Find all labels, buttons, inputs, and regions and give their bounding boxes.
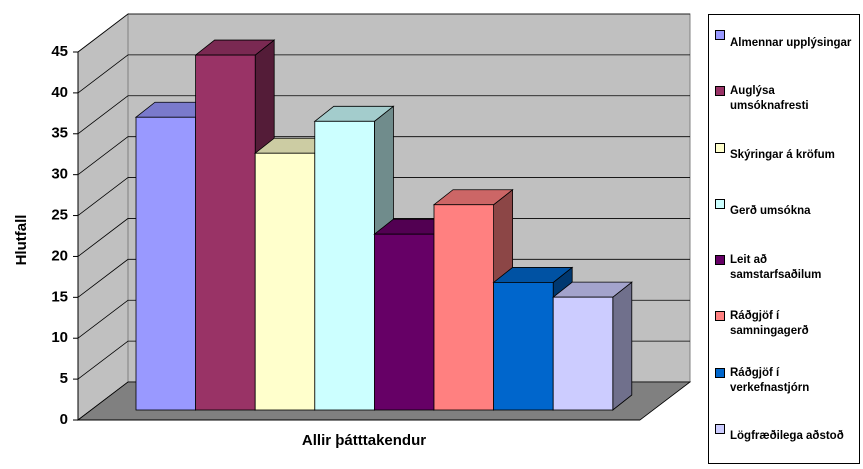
legend-item: Gerð umsókna <box>715 196 855 228</box>
legend-label: Skýringar á kröfum <box>730 149 835 162</box>
chart: Hlutfall Allir þátttakendur 0 5 10 15 20 25 30… <box>13 12 692 449</box>
legend-swatch <box>715 86 725 97</box>
bar <box>135 116 196 411</box>
y-tick-label: 25 <box>51 207 68 224</box>
grid-line <box>77 136 690 175</box>
legend-label: Almennar upplýsingar <box>730 36 852 49</box>
bar <box>254 152 316 411</box>
y-tick-label: 0 <box>60 411 68 428</box>
y-tick-label: 15 <box>51 288 68 305</box>
legend-item: Auglýsa umsóknafresti <box>715 83 855 115</box>
legend-label: Ráðgjöf í verkefnastjórn <box>730 366 810 394</box>
legend-swatch <box>715 198 725 209</box>
legend-item: Ráðgjöf í verkefnastjórn <box>715 365 855 397</box>
y-tick-label: 20 <box>51 247 68 264</box>
legend-swatch <box>715 423 725 434</box>
bar <box>373 233 435 411</box>
x-tick-label: Allir þátttakendur <box>302 432 426 449</box>
legend-label: Leit að samstarfsaðilum <box>730 254 822 282</box>
legend-item: Almennar upplýsingar <box>715 27 855 59</box>
bar-side <box>612 281 633 411</box>
grid-line <box>77 95 690 135</box>
legend-swatch <box>715 30 725 41</box>
legend-item: Lögfræðilega aðstoð <box>715 421 855 453</box>
legend-label: Auglýsa umsóknafresti <box>730 85 809 113</box>
bar <box>493 282 554 411</box>
y-tick-label: 5 <box>60 370 68 387</box>
legend-swatch <box>715 367 725 378</box>
y-axis-title: Hlutfall <box>13 215 30 266</box>
y-tick-label: 35 <box>51 125 68 142</box>
y-tick-label: 45 <box>51 43 68 60</box>
legend-label: Gerð umsókna <box>730 205 811 218</box>
grid-line <box>77 54 690 94</box>
bar <box>195 54 256 411</box>
grid-line <box>77 177 690 216</box>
legend-swatch <box>715 311 725 322</box>
legend-label: Lögfræðilega aðstoð <box>730 430 844 443</box>
legend: Almennar upplýsingar Auglýsa umsóknafrest… <box>708 14 860 464</box>
legend-swatch <box>715 142 725 153</box>
bar <box>433 204 494 411</box>
legend-label: Ráðgjöf í samningagerð <box>730 310 809 338</box>
bar <box>314 120 375 411</box>
bar <box>552 296 614 411</box>
y-tick-label: 10 <box>51 329 68 346</box>
legend-swatch <box>715 255 725 266</box>
side-wall <box>77 12 129 422</box>
y-tick-label: 40 <box>51 84 68 101</box>
legend-item: Leit að samstarfsaðilum <box>715 252 855 284</box>
legend-item: Ráðgjöf í samningagerð <box>715 308 855 340</box>
grid-line <box>77 13 690 53</box>
y-tick-label: 30 <box>51 166 68 183</box>
legend-item: Skýringar á kröfum <box>715 140 855 172</box>
